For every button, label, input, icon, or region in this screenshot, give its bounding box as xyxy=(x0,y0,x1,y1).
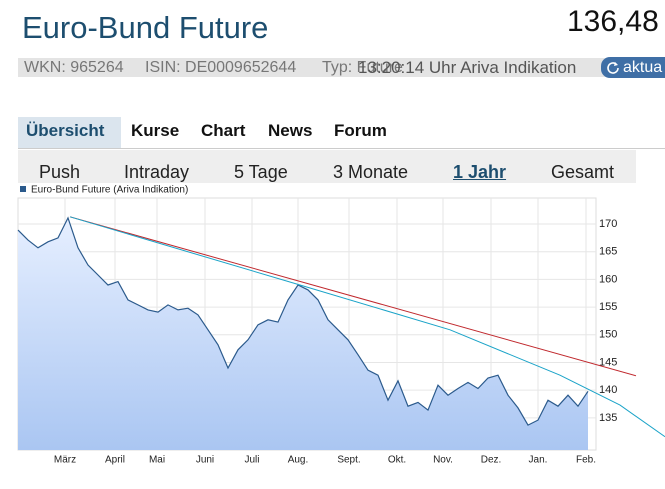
x-tick-label: April xyxy=(105,455,125,466)
y-tick-label: 135 xyxy=(599,412,617,424)
refresh-button[interactable]: aktua xyxy=(601,57,665,78)
tab[interactable]: Forum xyxy=(334,121,387,140)
timestamp: 13:20:14 Uhr Ariva Indikation xyxy=(358,58,577,77)
title: Euro-Bund Future xyxy=(22,10,269,45)
price-line xyxy=(17,216,589,426)
x-tick-label: Nov. xyxy=(433,455,453,466)
x-tick-label: Okt. xyxy=(388,455,406,466)
period-tab[interactable]: 1 Jahr xyxy=(453,162,507,182)
area xyxy=(18,217,588,450)
trend-line xyxy=(69,216,665,438)
y-tick-label: 155 xyxy=(599,301,617,313)
legend-label: Euro-Bund Future (Ariva Indikation) xyxy=(31,185,188,196)
x-tick-label: Dez. xyxy=(481,455,502,466)
y-tick-label: 160 xyxy=(599,273,617,285)
y-tick-label: 140 xyxy=(599,384,617,396)
x-tick-label: Juni xyxy=(196,455,214,466)
period-bar xyxy=(18,150,636,183)
tab[interactable]: Kurse xyxy=(131,121,180,140)
period-tab[interactable]: 5 Tage xyxy=(234,162,288,182)
tab-selected-bg xyxy=(18,117,121,148)
y-tick-label: 145 xyxy=(599,356,617,368)
x-tick-label: Jan. xyxy=(529,455,548,466)
y-tick-label: 150 xyxy=(599,329,617,341)
tab[interactable]: Chart xyxy=(201,121,246,140)
isin: ISIN: DE0009652644 xyxy=(145,59,297,76)
period-tab[interactable]: Intraday xyxy=(124,162,190,182)
tab[interactable]: Übersicht xyxy=(26,121,105,140)
trend-line xyxy=(69,216,637,377)
x-tick-label: Feb. xyxy=(576,455,596,466)
x-tick-label: Sept. xyxy=(337,455,360,466)
x-tick-label: Aug. xyxy=(288,455,309,466)
x-tick-label: Mai xyxy=(149,455,165,466)
period-tab[interactable]: Push xyxy=(39,162,81,182)
y-tick-label: 165 xyxy=(599,246,617,258)
x-tick-label: März xyxy=(54,455,76,466)
refresh-icon xyxy=(607,62,619,74)
type: Typ: Future xyxy=(322,59,403,76)
tab-line xyxy=(18,148,665,149)
y-tick-label: 170 xyxy=(599,218,617,230)
button-label: aktua xyxy=(623,59,663,76)
price: 136,48 xyxy=(567,5,659,38)
legend-swatch xyxy=(20,186,26,192)
wkn: WKN: 965264 xyxy=(24,59,124,76)
tab[interactable]: News xyxy=(268,121,313,140)
info-bar xyxy=(18,58,665,77)
x-tick-label: Juli xyxy=(244,455,259,466)
period-tab[interactable]: 3 Monate xyxy=(333,162,409,182)
period-tab[interactable]: Gesamt xyxy=(551,162,615,182)
